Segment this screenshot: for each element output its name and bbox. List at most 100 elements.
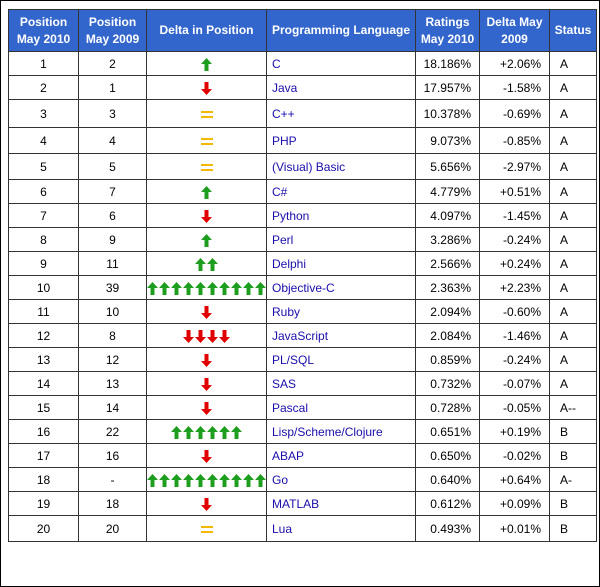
table-row: 1 2 C 18.186% +2.06% A [8, 51, 597, 76]
cell-delta-position [146, 127, 267, 154]
up-arrows-icon [147, 473, 266, 487]
table-row: 2 1 Java 17.957% -1.58% A [8, 75, 597, 100]
equal-icon [200, 137, 213, 146]
cell-rating: 2.084% [415, 323, 480, 348]
cell-language-link[interactable]: Lua [266, 515, 416, 542]
up-arrow-icon [201, 57, 212, 71]
up-arrow-icon [243, 281, 254, 295]
cell-delta-position [146, 99, 267, 128]
cell-position-2009: 9 [78, 227, 147, 252]
up-arrows-icon [147, 281, 266, 295]
cell-language-link[interactable]: C# [266, 179, 416, 204]
down-arrows-icon [183, 329, 230, 343]
cell-position-2009: 4 [78, 127, 147, 154]
cell-delta-2009: +2.23% [479, 275, 550, 300]
cell-language-link[interactable]: JavaScript [266, 323, 416, 348]
cell-delta-position [146, 371, 267, 396]
cell-status: A- [549, 467, 597, 492]
cell-position-2010: 15 [8, 395, 79, 420]
cell-position-2009: 16 [78, 443, 147, 468]
cell-delta-2009: -0.02% [479, 443, 550, 468]
down-arrow-icon [201, 401, 212, 415]
cell-rating: 4.097% [415, 203, 480, 228]
table-row: 5 5 (Visual) Basic 5.656% -2.97% A [8, 153, 597, 180]
down-arrows-icon [201, 449, 212, 463]
up-arrow-icon [171, 473, 182, 487]
cell-position-2010: 11 [8, 299, 79, 324]
cell-status: B [549, 419, 597, 444]
down-arrow-icon [201, 305, 212, 319]
cell-position-2010: 2 [8, 75, 79, 100]
up-arrow-icon [207, 281, 218, 295]
cell-language-link[interactable]: PHP [266, 127, 416, 154]
up-arrow-icon [183, 473, 194, 487]
up-arrows-icon [201, 185, 212, 199]
up-arrow-icon [243, 473, 254, 487]
cell-position-2009: 14 [78, 395, 147, 420]
cell-status: A [549, 51, 597, 76]
cell-language-link[interactable]: Pascal [266, 395, 416, 420]
cell-language-link[interactable]: PL/SQL [266, 347, 416, 372]
cell-delta-position [146, 227, 267, 252]
table-row: 13 12 PL/SQL 0.859% -0.24% A [8, 347, 597, 372]
cell-status: A [549, 153, 597, 180]
cell-rating: 4.779% [415, 179, 480, 204]
table-row: 17 16 ABAP 0.650% -0.02% B [8, 443, 597, 468]
cell-delta-2009: +0.01% [479, 515, 550, 542]
table-header: Position May 2010 Position May 2009 Delt… [8, 9, 597, 52]
cell-language-link[interactable]: SAS [266, 371, 416, 396]
cell-status: B [549, 515, 597, 542]
down-arrows-icon [201, 401, 212, 415]
cell-language-link[interactable]: Delphi [266, 251, 416, 276]
table-row: 9 11 Delphi 2.566% +0.24% A [8, 251, 597, 276]
header-status: Status [549, 9, 597, 52]
down-arrows-icon [201, 209, 212, 223]
cell-position-2010: 6 [8, 179, 79, 204]
cell-language-link[interactable]: MATLAB [266, 491, 416, 516]
cell-language-link[interactable]: ABAP [266, 443, 416, 468]
cell-position-2009: 39 [78, 275, 147, 300]
cell-delta-position [146, 251, 267, 276]
cell-rating: 0.728% [415, 395, 480, 420]
table-row: 3 3 C++ 10.378% -0.69% A [8, 99, 597, 128]
cell-delta-2009: +0.24% [479, 251, 550, 276]
down-arrow-icon [195, 329, 206, 343]
cell-language-link[interactable]: Perl [266, 227, 416, 252]
cell-position-2009: 10 [78, 299, 147, 324]
header-row: Position May 2010 Position May 2009 Delt… [8, 9, 597, 52]
cell-delta-position [146, 443, 267, 468]
cell-position-2010: 3 [8, 99, 79, 128]
cell-rating: 0.859% [415, 347, 480, 372]
cell-language-link[interactable]: C [266, 51, 416, 76]
cell-language-link[interactable]: Objective-C [266, 275, 416, 300]
cell-rating: 10.378% [415, 99, 480, 128]
down-arrow-icon [183, 329, 194, 343]
cell-language-link[interactable]: Python [266, 203, 416, 228]
cell-position-2009: 20 [78, 515, 147, 542]
cell-language-link[interactable]: Go [266, 467, 416, 492]
cell-position-2009: 3 [78, 99, 147, 128]
up-arrow-icon [219, 425, 230, 439]
table-row: 18- Go 0.640% +0.64% A- [8, 467, 597, 492]
cell-delta-2009: -0.60% [479, 299, 550, 324]
up-arrow-icon [183, 425, 194, 439]
cell-language-link[interactable]: Ruby [266, 299, 416, 324]
cell-language-link[interactable]: Java [266, 75, 416, 100]
cell-rating: 17.957% [415, 75, 480, 100]
cell-delta-2009: -0.24% [479, 347, 550, 372]
table-row: 12 8 JavaScript 2.084% -1.46% A [8, 323, 597, 348]
cell-language-link[interactable]: (Visual) Basic [266, 153, 416, 180]
cell-rating: 5.656% [415, 153, 480, 180]
cell-language-link[interactable]: C++ [266, 99, 416, 128]
cell-language-link[interactable]: Lisp/Scheme/Clojure [266, 419, 416, 444]
table-row: 20 20 Lua 0.493% +0.01% B [8, 515, 597, 542]
cell-position-2009: 5 [78, 153, 147, 180]
header-delta-position: Delta in Position [146, 9, 267, 52]
up-arrow-icon [207, 473, 218, 487]
table-row: 11 10 Ruby 2.094% -0.60% A [8, 299, 597, 324]
table-row: 6 7 C# 4.779% +0.51% A [8, 179, 597, 204]
down-arrow-icon [207, 329, 218, 343]
up-arrow-icon [171, 425, 182, 439]
up-arrow-icon [171, 281, 182, 295]
up-arrows-icon [201, 57, 212, 71]
